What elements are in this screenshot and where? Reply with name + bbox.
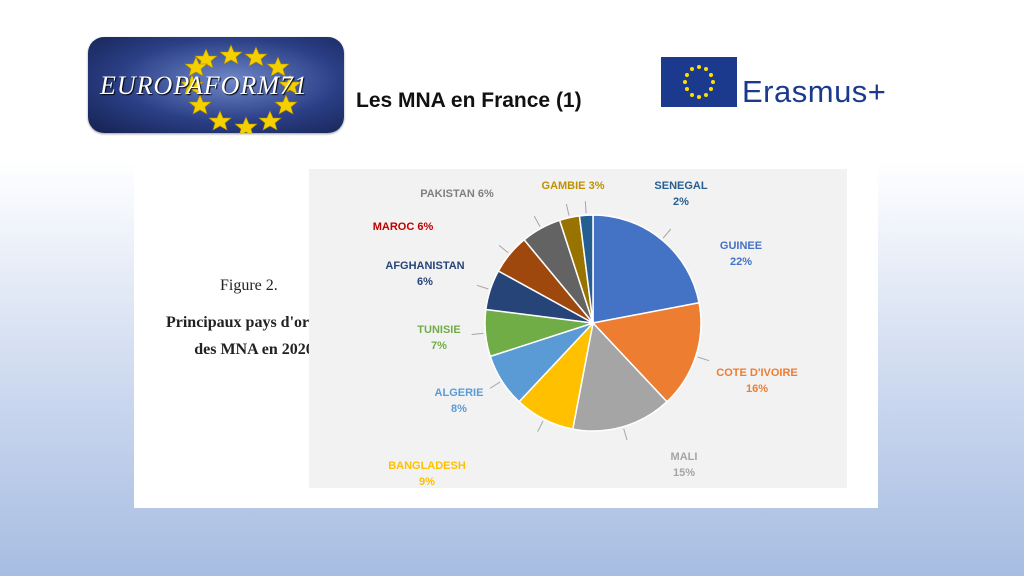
leader-line: [537, 420, 544, 432]
star-ring-icon: [180, 44, 302, 133]
figure-caption-line2: des MNA en 2020: [194, 341, 314, 358]
pie-slice-guinee: [592, 214, 700, 324]
leader-line: [623, 428, 628, 441]
leader-line: [565, 203, 570, 216]
europaform-logo-text: EUROPAFORM71: [100, 71, 308, 100]
slice-label: GAMBIE 3%: [542, 180, 605, 192]
leader-line: [498, 244, 509, 254]
figure-caption: Principaux pays d'origine des MNA en 202…: [154, 309, 354, 363]
slice-label: MALI 15%: [671, 451, 698, 479]
pie-chart: GUINEE 22% COTE D'IVOIRE 16% MALI 15% BANGLADE…: [373, 180, 798, 488]
slice-label: MAROC 6%: [373, 221, 434, 233]
slice-label: COTE D'IVOIRE 16%: [716, 367, 797, 395]
pie-slice-mali: [571, 321, 668, 432]
slice-label: PAKISTAN 6%: [420, 188, 494, 200]
leader-line: [584, 201, 587, 214]
figure-number: Figure 2.: [220, 277, 278, 294]
leader-line: [697, 356, 710, 362]
eu-flag-icon: [661, 57, 737, 107]
slice-label: GUINEE 22%: [720, 240, 762, 268]
pie-slice-cote-d-ivoire: [591, 301, 702, 403]
leader-line: [471, 332, 484, 335]
leader-line: [662, 228, 672, 239]
slide-title: Les MNA en France (1): [356, 89, 582, 112]
figure-panel: Figure 2. Principaux pays d'origine des …: [134, 157, 878, 508]
europaform-logo: EUROPAFORM71: [88, 37, 344, 133]
pie-slice-senegal: [578, 214, 594, 324]
slice-label: BANGLADESH 9%: [388, 460, 466, 488]
erasmus-wordmark: Erasmus+: [742, 74, 887, 109]
slice-label: AFGHANISTAN 6%: [385, 260, 464, 288]
leader-line: [533, 215, 541, 227]
slice-label: SENEGAL 2%: [654, 180, 707, 208]
slice-label: TUNISIE 7%: [417, 324, 460, 352]
slice-label: ALGERIE 8%: [435, 387, 484, 415]
leader-line: [476, 284, 489, 290]
leader-line: [489, 381, 501, 389]
pie-chart-area: GUINEE 22% COTE D'IVOIRE 16% MALI 15% BANGLADE…: [309, 169, 847, 488]
figure-caption-line1: Principaux pays d'origine: [165, 314, 343, 331]
erasmus-logo: Erasmus+: [627, 32, 948, 138]
